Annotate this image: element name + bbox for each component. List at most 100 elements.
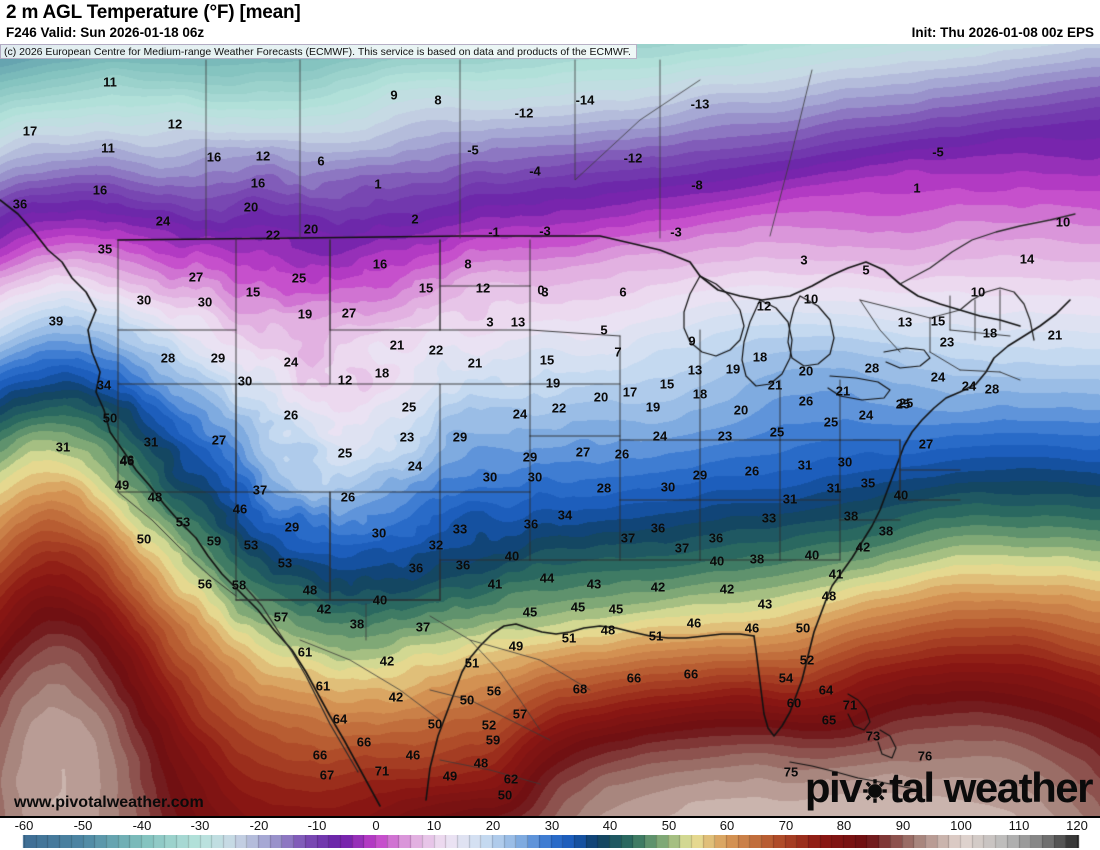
temperature-value-label: 18 bbox=[692, 386, 708, 402]
temperature-value-label: 11 bbox=[103, 74, 117, 90]
colorbar-tick: -30 bbox=[190, 818, 210, 833]
colorbar-tick: 10 bbox=[426, 818, 442, 833]
temperature-value-label: 31 bbox=[55, 439, 71, 455]
temperature-value-label: 15 bbox=[930, 313, 946, 329]
temperature-value-label: 6 bbox=[619, 284, 627, 300]
valid-time-label: F246 Valid: Sun 2026-01-18 06z bbox=[6, 25, 205, 40]
temperature-value-label: 45 bbox=[608, 601, 624, 617]
colorbar-gradient bbox=[0, 835, 1100, 848]
temperature-value-label: 20 bbox=[593, 389, 609, 405]
temperature-value-label: 17 bbox=[22, 123, 38, 139]
temperature-value-label: 19 bbox=[645, 399, 661, 415]
temperature-value-label: 65 bbox=[821, 712, 837, 728]
temperature-value-label: 43 bbox=[586, 576, 602, 592]
temperature-value-label: 27 bbox=[188, 269, 204, 285]
colorbar-tick: 50 bbox=[661, 818, 677, 833]
temperature-value-label: 20 bbox=[243, 199, 259, 215]
temperature-value-label: 30 bbox=[136, 292, 152, 308]
temperature-value-label: 46 bbox=[686, 615, 702, 631]
temperature-value-label: 38 bbox=[878, 523, 894, 539]
temperature-value-label: 37 bbox=[252, 482, 268, 498]
temperature-value-label: 19 bbox=[545, 375, 561, 391]
temperature-value-label: -14 bbox=[575, 92, 595, 108]
ecmwf-copyright-notice: (c) 2026 European Centre for Medium-rang… bbox=[0, 44, 637, 59]
temperature-value-label: 30 bbox=[197, 294, 213, 310]
temperature-value-label: 20 bbox=[798, 363, 814, 379]
temperature-value-label: 29 bbox=[210, 350, 226, 366]
temperature-value-label: 12 bbox=[756, 298, 772, 314]
colorbar-tick: -40 bbox=[132, 818, 152, 833]
temperature-value-label: 16 bbox=[250, 175, 266, 191]
temperature-value-label: 33 bbox=[452, 521, 468, 537]
temperature-value-label: 49 bbox=[442, 768, 458, 784]
temperature-value-label: 29 bbox=[692, 467, 708, 483]
temperature-value-label: 14 bbox=[1019, 251, 1035, 267]
temperature-value-label: 24 bbox=[512, 406, 528, 422]
temperature-value-label: 19 bbox=[297, 306, 313, 322]
temperature-value-label: 24 bbox=[407, 458, 423, 474]
colorbar-tick: -50 bbox=[73, 818, 93, 833]
temperature-value-label: 36 bbox=[455, 557, 471, 573]
temperature-value-label: -8 bbox=[691, 177, 703, 193]
temperature-value-label: 71 bbox=[374, 763, 390, 779]
temperature-value-label: 40 bbox=[893, 487, 909, 503]
temperature-value-label: 37 bbox=[415, 619, 431, 635]
temperature-value-label: 29 bbox=[284, 519, 300, 535]
temperature-value-label: 58 bbox=[231, 577, 247, 593]
temperature-value-label: 28 bbox=[864, 360, 880, 376]
temperature-value-label: 1 bbox=[374, 176, 382, 192]
temperature-value-label: 26 bbox=[614, 446, 630, 462]
temperature-value-label: 33 bbox=[761, 510, 777, 526]
temperature-value-label: 29 bbox=[522, 449, 538, 465]
temperature-value-label: 28 bbox=[984, 381, 1000, 397]
colorbar-tick: 30 bbox=[544, 818, 560, 833]
colorbar[interactable]: -60 -50 -40 -30 -20 -10 0 10 20 30 40 50 60 70 80 90 100… bbox=[0, 818, 1100, 850]
temperature-value-label: 36 bbox=[708, 530, 724, 546]
temperature-value-label: 26 bbox=[798, 393, 814, 409]
temperature-value-label: 3 bbox=[486, 314, 494, 330]
temperature-value-label: 62 bbox=[503, 771, 519, 787]
temperature-value-label: 57 bbox=[273, 609, 289, 625]
temperature-value-label: 48 bbox=[302, 582, 318, 598]
temperature-value-label: 50 bbox=[497, 787, 513, 803]
temperature-value-label: 54 bbox=[778, 670, 794, 686]
temperature-value-label: 36 bbox=[12, 196, 28, 212]
temperature-value-label: 45 bbox=[522, 604, 538, 620]
colorbar-tick-labels: -60 -50 -40 -30 -20 -10 0 10 20 30 40 50 60 70 80 90 100… bbox=[0, 818, 1100, 834]
temperature-value-label: 42 bbox=[388, 689, 404, 705]
temperature-value-label: 23 bbox=[717, 428, 733, 444]
temperature-value-label: 15 bbox=[539, 352, 555, 368]
temperature-value-label: 36 bbox=[523, 516, 539, 532]
temperature-value-label: 23 bbox=[399, 429, 415, 445]
temperature-value-label: 42 bbox=[316, 601, 332, 617]
colorbar-tick: 100 bbox=[950, 818, 972, 833]
temperature-value-label: 37 bbox=[674, 540, 690, 556]
temperature-value-label: 40 bbox=[804, 547, 820, 563]
temperature-value-label: 46 bbox=[232, 501, 248, 517]
temperature-value-label: 9 bbox=[688, 333, 696, 349]
colorbar-tick: 90 bbox=[895, 818, 911, 833]
temperature-map[interactable]: 11 17 12 11 16 12 6 16 1 16 36 20 24 2 22 20 35 9 8 -12 -14-… bbox=[0, 44, 1100, 818]
temperature-value-label: -5 bbox=[932, 144, 944, 160]
temperature-value-label: 7 bbox=[614, 344, 622, 360]
temperature-value-label: 12 bbox=[167, 116, 183, 132]
temperature-value-label: 34 bbox=[557, 507, 573, 523]
temperature-value-label: 59 bbox=[206, 533, 222, 549]
temperature-value-label: -5 bbox=[467, 142, 479, 158]
temperature-value-label: 53 bbox=[175, 514, 191, 530]
temperature-value-label: -4 bbox=[529, 163, 541, 179]
temperature-value-label: 67 bbox=[319, 767, 335, 783]
temperature-value-label: 39 bbox=[48, 313, 64, 329]
temperature-value-label: -13 bbox=[690, 96, 710, 112]
temperature-value-label: 48 bbox=[600, 622, 616, 638]
temperature-value-label: 51 bbox=[464, 655, 480, 671]
temperature-value-label: 50 bbox=[136, 531, 152, 547]
temperature-value-label: 31 bbox=[143, 434, 159, 450]
temperature-value-label: 3 bbox=[800, 252, 808, 268]
temperature-value-label: 27 bbox=[211, 432, 227, 448]
temperature-value-label: 34 bbox=[96, 377, 112, 393]
temperature-value-label: 31 bbox=[826, 480, 842, 496]
temperature-value-label: 31 bbox=[797, 457, 813, 473]
temperature-value-label: 13 bbox=[897, 314, 913, 330]
